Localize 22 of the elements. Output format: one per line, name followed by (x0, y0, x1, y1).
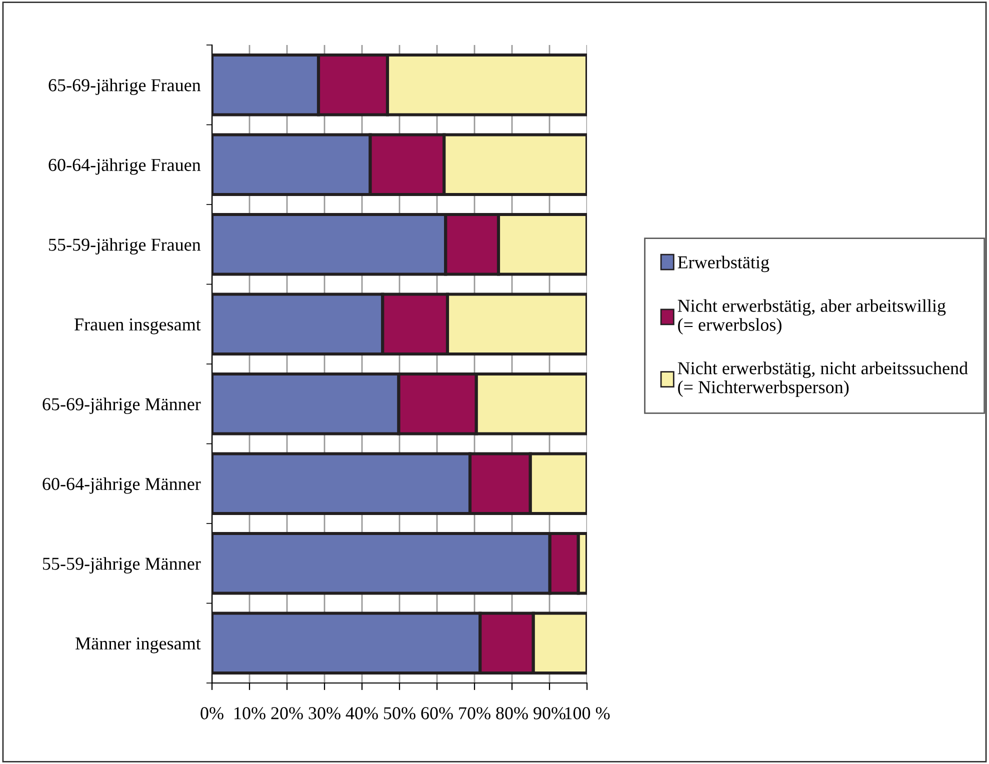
y-tick-label: Frauen insgesamt (74, 318, 201, 334)
y-tick-label: 55-59-jährige Frauen (49, 238, 201, 255)
x-tick-label: 0% (200, 707, 224, 720)
x-tick-label: 90% (534, 707, 566, 720)
y-tick-label: 60-64-jährige Frauen (48, 158, 201, 175)
y-tick-label: 65-69-jährige Frauen (48, 78, 201, 96)
x-tick-label: 80% (496, 707, 528, 720)
x-tick-label: 70% (459, 707, 490, 720)
x-tick-label: 10% (234, 707, 266, 720)
x-tick-label: 60% (421, 707, 453, 720)
y-tick-label: Männer ingesamt (76, 637, 201, 654)
legend-label: Erwerbstätig (678, 256, 770, 272)
x-tick-label: 50% (384, 707, 416, 720)
legend-label: Nicht erwerbstätig, aber arbeitswillig (= erwerbslos) (678, 299, 946, 335)
x-tick-label: 30% (308, 707, 340, 720)
x-tick-label: 20% (271, 707, 303, 720)
x-tick-label: 100 % (565, 707, 610, 720)
x-tick-label: 40% (346, 707, 378, 720)
y-tick-label: 65-69-jährige Männer (42, 398, 201, 414)
y-tick-label: 55-59-jährige Männer (43, 557, 201, 574)
y-tick-label: 60-64-jährige Männer (42, 477, 201, 494)
legend-label: Nicht erwerbstätig, nicht arbeitssuchend (= Nichterwerbsperson) (678, 362, 968, 397)
